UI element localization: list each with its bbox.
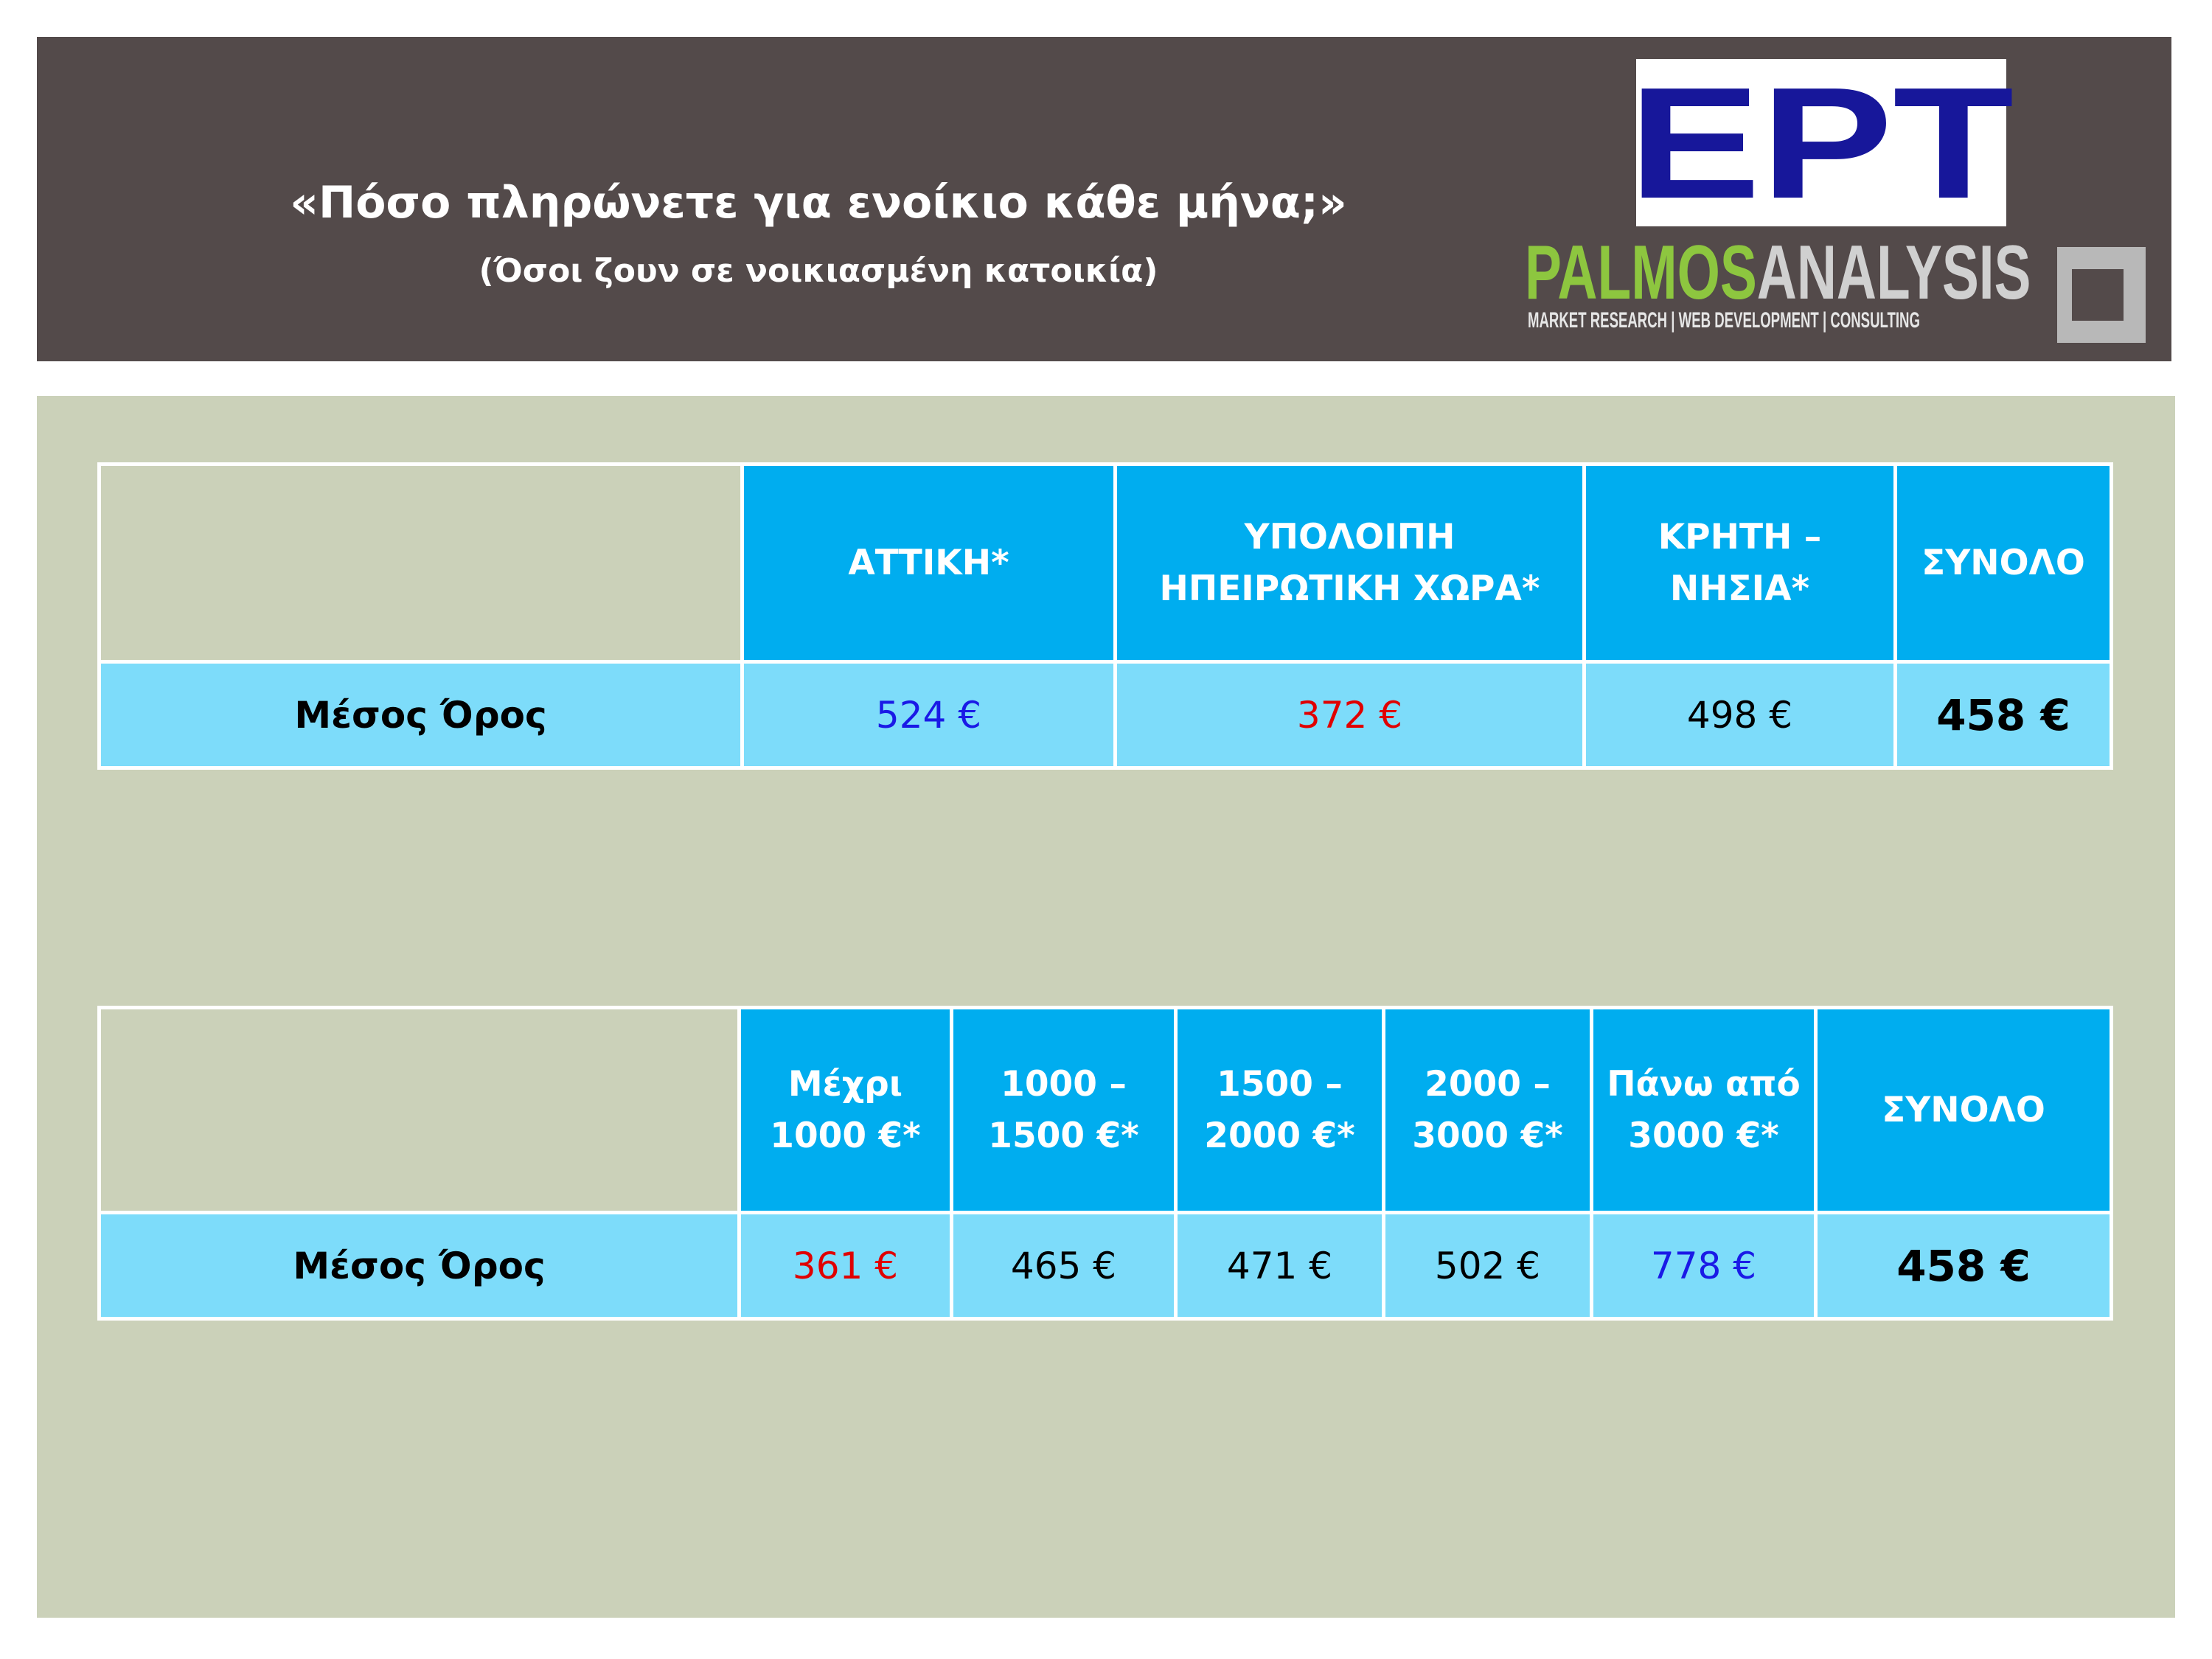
header-cell: 1500 – 2000 €*	[1174, 1006, 1385, 1214]
analysis-text: ANALYSIS	[1756, 230, 2031, 316]
logo-square	[2057, 247, 2146, 343]
header-cell: ΑΤΤΙΚΗ*	[740, 462, 1117, 664]
value-cell: 524 €	[740, 660, 1117, 770]
subtitle: (Όσοι ζουν σε νοικιασμένη κατοικία)	[479, 252, 1158, 290]
palmos-logo: PALMOSANALYSIS	[1525, 234, 2031, 311]
value-cell: 502 €	[1382, 1211, 1593, 1321]
header-cell: Μέχρι 1000 €*	[737, 1006, 953, 1214]
header-cell: 1000 – 1500 €*	[950, 1006, 1178, 1214]
header-cell: ΣΥΝΟΛΟ	[1814, 1006, 2113, 1214]
header-cell: ΥΠΟΛΟΙΠΗ ΗΠΕΙΡΩΤΙΚΗ ΧΩΡΑ*	[1113, 462, 1586, 664]
value-cell: 361 €	[737, 1211, 953, 1321]
header-cell: Πάνω από 3000 €*	[1590, 1006, 1818, 1214]
value-cell: 778 €	[1590, 1211, 1818, 1321]
tagline: MARKET RESEARCH | WEB DEVELOPMENT | CONS…	[1528, 308, 1920, 333]
header-cell: ΚΡΗΤΗ – ΝΗΣΙΑ*	[1582, 462, 1897, 664]
palmos-text: PALMOS	[1525, 230, 1757, 316]
value-cell: 471 €	[1174, 1211, 1385, 1321]
total-cell: 458 €	[1893, 660, 2113, 770]
title: «Πόσο πληρώνετε για ενοίκιο κάθε μήνα;»	[290, 177, 1347, 229]
ert-text: ΕΡΤ	[1628, 54, 2014, 232]
header-cell: 2000 – 3000 €*	[1382, 1006, 1593, 1214]
value-cell: 498 €	[1582, 660, 1897, 770]
blank-cell	[97, 462, 744, 664]
value-cell: 372 €	[1113, 660, 1586, 770]
value-cell: 465 €	[950, 1211, 1178, 1321]
header-cell: ΣΥΝΟΛΟ	[1893, 462, 2113, 664]
table-region: ΑΤΤΙΚΗ* ΥΠΟΛΟΙΠΗ ΗΠΕΙΡΩΤΙΚΗ ΧΩΡΑ* ΚΡΗΤΗ …	[97, 462, 2113, 770]
blank-cell	[97, 1006, 741, 1214]
table-income: Μέχρι 1000 €* 1000 – 1500 €* 1500 – 2000…	[97, 1006, 2113, 1321]
total-cell: 458 €	[1814, 1211, 2113, 1321]
ert-logo: ΕΡΤ	[1629, 59, 2014, 226]
row-label: Μέσος Όρος	[97, 660, 744, 770]
row-label: Μέσος Όρος	[97, 1211, 741, 1321]
